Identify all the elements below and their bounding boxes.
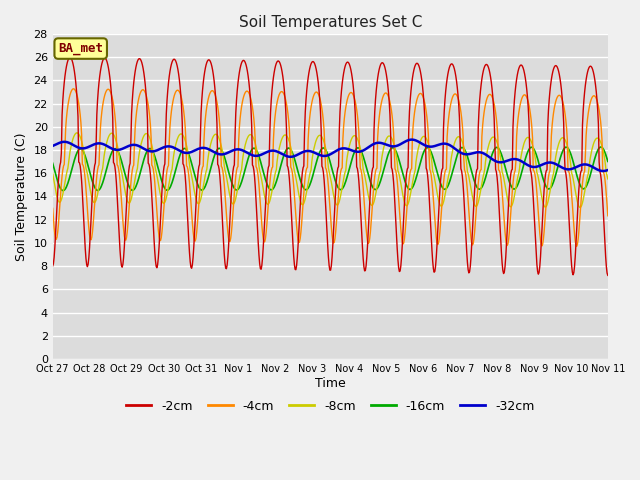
X-axis label: Time: Time (315, 377, 346, 390)
Y-axis label: Soil Temperature (C): Soil Temperature (C) (15, 132, 28, 261)
Legend: -2cm, -4cm, -8cm, -16cm, -32cm: -2cm, -4cm, -8cm, -16cm, -32cm (121, 395, 540, 418)
Text: BA_met: BA_met (58, 42, 103, 55)
Title: Soil Temperatures Set C: Soil Temperatures Set C (239, 15, 422, 30)
